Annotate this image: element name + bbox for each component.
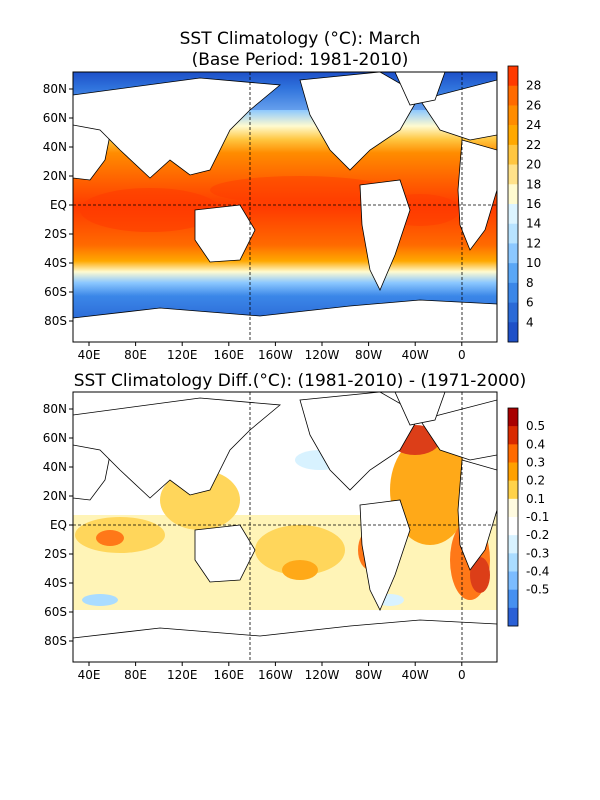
lon-tick-label: 120E [167,668,198,682]
diff-map-title: SST Climatology Diff.(°C): (1981-2010) -… [73,371,527,391]
lat-tick-label: 80S [44,634,67,648]
lon-tick-label: 80W [355,668,382,682]
lat-tick-label: 80S [44,314,67,328]
colorbar-swatch [508,85,518,106]
lat-tick-label: EQ [50,518,67,532]
colorbar-label: 14 [526,217,541,231]
map-subtitle: (Base Period: 1981-2010) [191,50,409,70]
lon-tick-label: 40W [402,668,429,682]
lon-tick-label: 120W [305,348,340,362]
colorbar-label: 0.4 [526,437,545,451]
colorbar-swatch [508,223,518,244]
lat-tick-label: 40N [43,460,67,474]
diff-map-panel: 80N 60N 40N 20N EQ 20S 40S 60S 80S 40E 80E 120E 160… [43,391,549,682]
colorbar-swatch [508,462,518,481]
lon-tick-label: 80E [124,668,147,682]
lon-tick-label: 160E [214,348,245,362]
colorbar-swatch [508,66,518,87]
map-title: SST Climatology (°C): March [179,29,421,49]
lat-tick-label: 60N [43,111,67,125]
lat-tick-label: 60S [44,285,67,299]
lon-tick-label: 40W [402,348,429,362]
lat-tick-label: 20S [44,227,67,241]
lat-tick-label: EQ [50,198,67,212]
colorbar-label: 24 [526,118,541,132]
lon-tick-label: 120E [167,348,198,362]
colorbar-swatch [508,498,518,518]
colorbar-label: 6 [526,296,534,310]
lat-tick-label: 20S [44,547,67,561]
lat-tick-label: 80N [43,82,67,96]
colorbar-swatch [508,444,518,463]
lon-tick-label: 0 [458,668,466,682]
colorbar-label: 26 [526,98,541,112]
colorbar-label: 22 [526,138,541,152]
colorbar-swatch [508,125,518,146]
colorbar-label: 12 [526,236,541,250]
lon-tick-label: 120W [305,668,340,682]
lon-tick-label: 160W [258,668,293,682]
lon-tick-label: 160E [214,668,245,682]
colorbar-label: -0.2 [526,528,549,542]
colorbar-frame [507,407,519,627]
lat-tick-label: 40N [43,140,67,154]
colorbar-frame [507,65,519,343]
colorbar-swatch [508,302,518,323]
colorbar-swatch [508,144,518,165]
colorbar-label: 28 [526,79,541,93]
colorbar-swatch [508,164,518,185]
colorbar-swatch [508,426,518,445]
colorbar-swatch [508,322,518,343]
lon-tick-label: 160W [258,348,293,362]
lon-tick-label: 40E [78,668,101,682]
colorbar-swatch [508,607,518,627]
map-frame [72,71,498,343]
lat-tick-label: 60N [43,431,67,445]
colorbar-label: 4 [526,315,534,329]
colorbar-label: 8 [526,276,534,290]
lat-tick-label: 80N [43,402,67,416]
colorbar-swatch [508,263,518,284]
colorbar-label: 16 [526,197,541,211]
colorbar-label: 20 [526,158,541,172]
colorbar-swatch [508,243,518,264]
lon-tick-label: 40E [78,348,101,362]
colorbar-swatch [508,105,518,126]
colorbar-swatch [508,204,518,225]
land-masses [73,72,497,342]
colorbar-swatch [508,408,518,427]
colorbar-label: -0.3 [526,546,549,560]
lat-tick-label: 40S [44,576,67,590]
colorbar-label: -0.4 [526,565,549,579]
colorbar-swatch [508,571,518,590]
lon-tick-label: 80E [124,348,147,362]
colorbar-label: 0.3 [526,456,545,470]
colorbar-swatch [508,480,518,500]
lon-tick-label: 0 [458,348,466,362]
colorbar-label: 10 [526,256,541,270]
lat-tick-label: 40S [44,256,67,270]
colorbar-swatch [508,553,518,572]
colorbar-label: 18 [526,177,541,191]
colorbar-label: 0.2 [526,474,545,488]
lat-tick-label: 60S [44,605,67,619]
colorbar-label: -0.1 [526,510,549,524]
colorbar-label: -0.5 [526,583,549,597]
lat-tick-label: 20N [43,169,67,183]
colorbar-swatch [508,184,518,205]
lat-tick-label: 20N [43,489,67,503]
colorbar-swatch [508,589,518,609]
colorbar-label: 0.1 [526,492,545,506]
colorbar-swatch [508,535,518,554]
colorbar-label: 0.5 [526,419,545,433]
colorbar-swatch [508,282,518,303]
diff-map-frame [72,391,498,663]
land-masses-diff [73,392,497,662]
lon-tick-label: 80W [355,348,382,362]
colorbar-swatch [508,517,518,536]
